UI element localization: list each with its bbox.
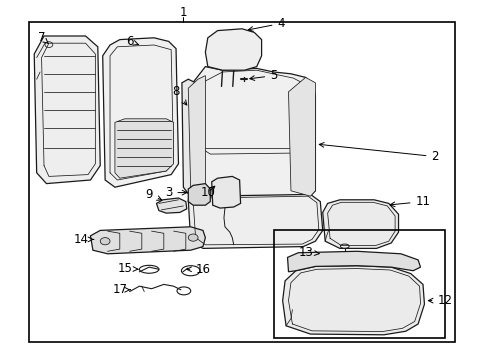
Text: 16: 16 [186, 263, 210, 276]
Text: 11: 11 [389, 195, 429, 208]
Polygon shape [287, 251, 420, 272]
Text: 12: 12 [427, 294, 451, 307]
Bar [29, 22, 454, 342]
Text: 5: 5 [249, 69, 277, 82]
Text: 2: 2 [319, 143, 438, 163]
Text: 3: 3 [164, 186, 186, 199]
Text: 9: 9 [145, 188, 162, 201]
Polygon shape [205, 29, 261, 70]
Text: 13: 13 [298, 246, 319, 258]
Polygon shape [322, 200, 398, 248]
Polygon shape [90, 227, 205, 254]
Circle shape [188, 234, 198, 241]
Bar [273, 230, 444, 338]
Polygon shape [115, 119, 173, 178]
Text: 4: 4 [248, 17, 285, 31]
Polygon shape [211, 176, 240, 208]
Polygon shape [282, 266, 424, 335]
Polygon shape [188, 67, 315, 200]
Polygon shape [182, 79, 198, 194]
Text: 17: 17 [112, 283, 130, 296]
Polygon shape [156, 198, 186, 213]
Text: 6: 6 [125, 35, 139, 48]
Polygon shape [34, 36, 100, 184]
Polygon shape [188, 76, 205, 199]
Text: 1: 1 [179, 6, 187, 19]
Polygon shape [102, 38, 178, 187]
Text: 7: 7 [38, 31, 48, 44]
Text: 10: 10 [200, 186, 215, 199]
Text: 14: 14 [73, 233, 94, 246]
Polygon shape [188, 184, 210, 205]
Polygon shape [188, 194, 322, 248]
Polygon shape [288, 77, 315, 196]
Circle shape [100, 238, 110, 245]
Text: 15: 15 [117, 262, 138, 275]
Text: 8: 8 [172, 85, 186, 105]
